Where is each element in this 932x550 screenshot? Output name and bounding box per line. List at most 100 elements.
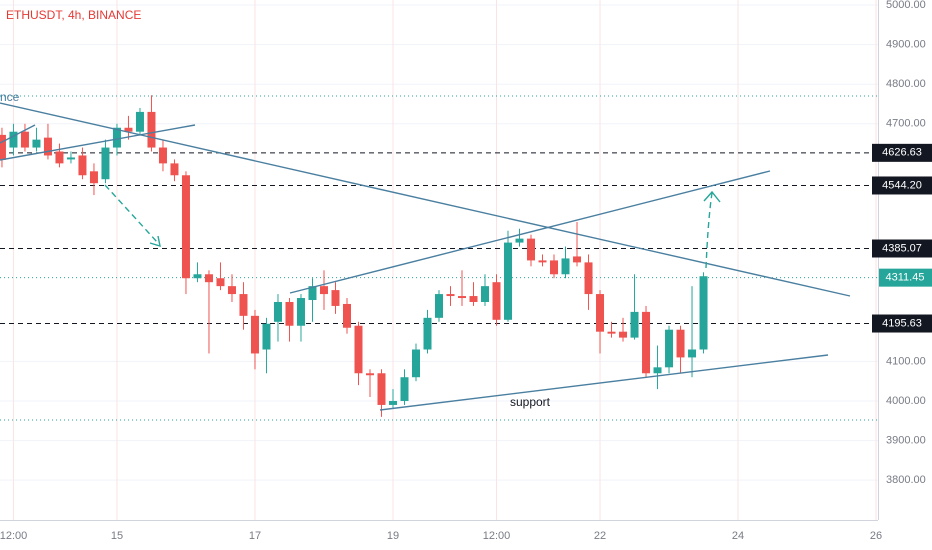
candle-body	[239, 294, 248, 316]
trendline	[289, 170, 771, 294]
level-label: 4385.07	[882, 242, 922, 254]
level-label-box	[872, 239, 932, 258]
candle-body	[308, 286, 317, 301]
candle-body	[55, 151, 64, 164]
candle-body	[481, 286, 490, 302]
candle-body	[492, 282, 501, 320]
y-tick-label: 3800.00	[886, 474, 926, 486]
candle-body	[400, 377, 409, 401]
candle-body	[9, 131, 18, 148]
candle-body	[469, 296, 478, 302]
y-tick-label: 4800.00	[886, 78, 926, 90]
x-tick-label: 15	[111, 530, 123, 542]
candle-body	[20, 131, 29, 148]
candle-body	[435, 294, 443, 318]
candle-body	[342, 303, 351, 328]
x-tick-label: 22	[594, 530, 606, 542]
candle-body	[193, 274, 202, 279]
candle-body	[642, 311, 651, 374]
chart-title: ETHUSDT, 4h, BINANCE	[6, 8, 141, 22]
candle-body	[365, 373, 374, 376]
x-tick-label: 24	[732, 530, 744, 542]
candle-body	[377, 373, 386, 405]
grid	[0, 0, 878, 520]
drawings	[0, 102, 851, 411]
candle-body	[216, 278, 225, 287]
trendline	[0, 124, 36, 144]
candle-body	[89, 171, 98, 184]
candle-body	[124, 127, 133, 132]
candle-body	[515, 238, 524, 243]
y-tick-label: 5000.00	[886, 0, 926, 11]
candle-body	[607, 331, 616, 334]
candle-body	[170, 163, 179, 176]
candle-body	[550, 260, 559, 275]
candle-body	[331, 290, 340, 306]
y-tick-label: 4100.00	[886, 355, 926, 367]
candle-body	[204, 274, 213, 283]
candle-body	[676, 329, 685, 358]
candle-body	[423, 317, 432, 350]
candle-body	[250, 315, 259, 354]
y-tick-label: 4900.00	[886, 38, 926, 50]
candle-body	[43, 137, 52, 156]
candle-body	[665, 329, 674, 368]
candle-body	[66, 157, 75, 160]
candle-body	[135, 111, 144, 132]
candle-body	[273, 301, 282, 322]
candle-body	[32, 139, 41, 148]
arrow-head	[149, 235, 161, 248]
annotation: nce	[0, 90, 20, 104]
candle-body	[619, 331, 628, 338]
candle-body	[504, 242, 513, 320]
y-tick-label: 4700.00	[886, 118, 926, 130]
candle-body	[101, 147, 110, 180]
candle-body	[112, 127, 121, 148]
levels	[0, 152, 878, 325]
x-tick-label: 12:00	[0, 530, 27, 542]
candle-body	[262, 323, 271, 350]
candle-body	[285, 301, 294, 326]
candle-body	[296, 298, 305, 326]
trendline	[0, 124, 196, 161]
candle-body	[411, 349, 420, 378]
candle-body	[446, 294, 455, 297]
candle-body	[354, 325, 363, 374]
candle-body	[319, 286, 328, 295]
candle-body	[458, 296, 467, 299]
level-label: 4544.20	[882, 179, 922, 191]
y-tick-label: 3900.00	[886, 434, 926, 446]
level-label: 4195.63	[882, 317, 922, 329]
last-price-label: 4311.45	[886, 272, 925, 284]
level-label-box	[872, 314, 932, 333]
candle-body	[0, 134, 6, 160]
candle-body	[584, 262, 593, 295]
candle-body	[653, 367, 662, 374]
candle-body	[699, 276, 708, 350]
level-label: 4626.63	[882, 147, 922, 159]
x-tick-label: 17	[249, 530, 261, 542]
dashed-arrow	[705, 192, 713, 269]
level-label-box	[872, 176, 932, 195]
level-label-box	[872, 143, 932, 162]
candle-body	[181, 175, 190, 279]
trendline	[379, 354, 829, 411]
candle-body	[688, 349, 697, 358]
last-price-box	[879, 268, 932, 287]
candle-body	[630, 311, 639, 338]
candle-body	[388, 400, 397, 405]
arrow-head	[703, 190, 721, 203]
candle-body	[78, 155, 87, 176]
candle-body	[147, 111, 156, 148]
candle-body	[596, 294, 605, 332]
candle-body	[573, 256, 582, 263]
x-tick-label: 12:00	[483, 530, 511, 542]
x-tick-label: 26	[870, 530, 882, 542]
dashed-arrow	[104, 184, 159, 244]
x-tick-label: 19	[387, 530, 399, 542]
candle-body	[158, 147, 167, 164]
candle-body	[561, 258, 570, 275]
annotation: support	[510, 395, 551, 409]
